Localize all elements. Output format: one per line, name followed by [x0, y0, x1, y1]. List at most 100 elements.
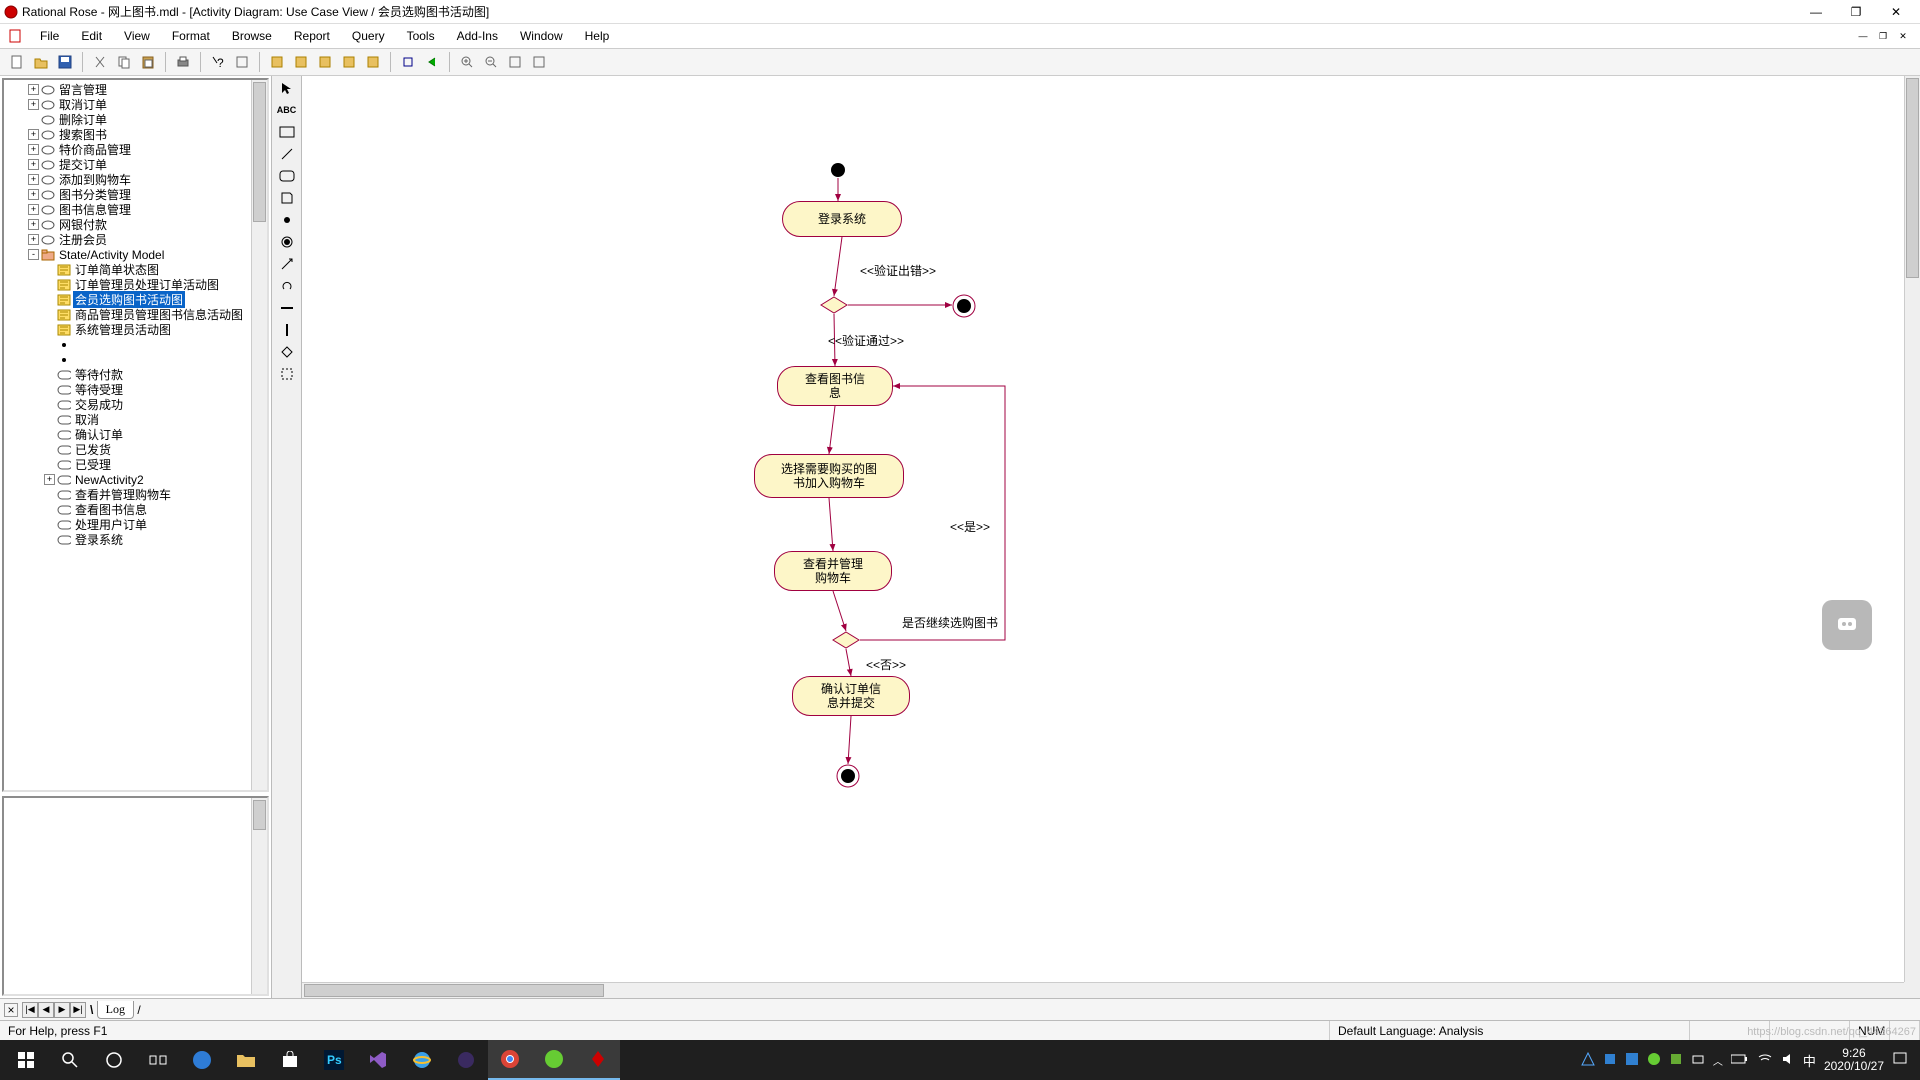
note-tool[interactable] — [275, 188, 299, 208]
log-tab[interactable]: Log — [97, 1001, 134, 1019]
swimlane2-tool[interactable] — [275, 364, 299, 384]
cut-button[interactable] — [89, 51, 111, 73]
tree-expander[interactable]: + — [28, 234, 39, 245]
tree-item[interactable]: 商品管理员管理图书信息活动图 — [4, 307, 251, 322]
store-icon[interactable] — [268, 1040, 312, 1080]
tree-expander[interactable]: + — [44, 474, 55, 485]
tree-item[interactable]: +图书分类管理 — [4, 187, 251, 202]
photoshop-icon[interactable]: Ps — [312, 1040, 356, 1080]
browser-tree[interactable]: +留言管理+取消订单删除订单+搜索图书+特价商品管理+提交订单+添加到购物车+图… — [4, 80, 251, 790]
documentation-text[interactable] — [4, 798, 251, 994]
activity-node[interactable]: 查看图书信息 — [777, 366, 893, 406]
tree-item[interactable]: -State/Activity Model — [4, 247, 251, 262]
line-tool[interactable] — [275, 144, 299, 164]
w2-button[interactable] — [528, 51, 550, 73]
mdi-restore-button[interactable]: ❐ — [1874, 28, 1892, 44]
tree-item[interactable]: +提交订单 — [4, 157, 251, 172]
tray-icon[interactable] — [1647, 1052, 1661, 1069]
maximize-button[interactable]: ❐ — [1836, 0, 1876, 24]
notifications-button[interactable] — [1892, 1051, 1908, 1070]
log-next-button[interactable]: ▶ — [54, 1002, 70, 1018]
menu-file[interactable]: File — [30, 27, 69, 45]
tool-4[interactable] — [338, 51, 360, 73]
tree-expander[interactable]: + — [28, 204, 39, 215]
menu-format[interactable]: Format — [162, 27, 220, 45]
activity-node[interactable]: 确认订单信息并提交 — [792, 676, 910, 716]
menu-edit[interactable]: Edit — [71, 27, 112, 45]
diagram-canvas[interactable]: 登录系统查看图书信息选择需要购买的图书加入购物车查看并管理购物车确认订单信息并提… — [302, 76, 1920, 998]
log-last-button[interactable]: ▶| — [70, 1002, 86, 1018]
tray-chevron-icon[interactable]: ︿ — [1713, 1053, 1723, 1068]
new-button[interactable] — [6, 51, 28, 73]
tree-expander[interactable]: + — [28, 174, 39, 185]
rose-task-icon[interactable] — [576, 1040, 620, 1080]
vs-icon[interactable] — [356, 1040, 400, 1080]
tree-item[interactable]: 查看并管理购物车 — [4, 487, 251, 502]
tree-item[interactable] — [4, 352, 251, 367]
tree-expander[interactable]: + — [28, 159, 39, 170]
vsync-tool[interactable] — [275, 320, 299, 340]
menu-browse[interactable]: Browse — [222, 27, 282, 45]
tree-item[interactable]: +留言管理 — [4, 82, 251, 97]
documentation-pane[interactable] — [2, 796, 269, 996]
edge-icon[interactable] — [180, 1040, 224, 1080]
tree-expander[interactable]: + — [28, 99, 39, 110]
decision-tool[interactable] — [275, 342, 299, 362]
explorer-icon[interactable] — [224, 1040, 268, 1080]
tray-wifi-icon[interactable] — [1757, 1053, 1773, 1068]
print-button[interactable] — [172, 51, 194, 73]
tree-scrollbar[interactable] — [251, 80, 267, 790]
doc-scrollbar[interactable] — [251, 798, 267, 994]
tree-expander[interactable]: + — [28, 129, 39, 140]
tree-item[interactable]: 登录系统 — [4, 532, 251, 547]
copy-button[interactable] — [113, 51, 135, 73]
log-first-button[interactable]: |◀ — [22, 1002, 38, 1018]
self-trans-tool[interactable] — [275, 276, 299, 296]
swimlane-tool[interactable] — [275, 122, 299, 142]
tray-icon[interactable] — [1625, 1052, 1639, 1069]
menu-help[interactable]: Help — [575, 27, 620, 45]
activity-node[interactable]: 选择需要购买的图书加入购物车 — [754, 454, 904, 498]
activity-node[interactable]: 登录系统 — [782, 201, 902, 237]
scrollbar-thumb[interactable] — [1906, 78, 1919, 278]
tree-expander[interactable]: + — [28, 219, 39, 230]
paste-button[interactable] — [137, 51, 159, 73]
zoom-out-button[interactable] — [480, 51, 502, 73]
nav-up-button[interactable] — [397, 51, 419, 73]
tree-item[interactable]: +图书信息管理 — [4, 202, 251, 217]
tree-item[interactable]: 会员选购图书活动图 — [4, 292, 251, 307]
state-tool[interactable] — [275, 166, 299, 186]
tool-5[interactable] — [362, 51, 384, 73]
canvas-h-scrollbar[interactable] — [302, 982, 1904, 998]
menu-view[interactable]: View — [114, 27, 160, 45]
tray-icon[interactable] — [1669, 1052, 1683, 1069]
tree-expander[interactable]: + — [28, 84, 39, 95]
scrollbar-thumb[interactable] — [253, 800, 266, 830]
tray-icon[interactable] — [1581, 1052, 1595, 1069]
log-close-button[interactable]: × — [4, 1003, 18, 1017]
tree-item[interactable]: +NewActivity2 — [4, 472, 251, 487]
tree-item[interactable]: 处理用户订单 — [4, 517, 251, 532]
zoom-in-button[interactable] — [456, 51, 478, 73]
scrollbar-thumb[interactable] — [253, 82, 266, 222]
tree-item[interactable]: +网银付款 — [4, 217, 251, 232]
tree-item[interactable]: +取消订单 — [4, 97, 251, 112]
fit-button[interactable] — [504, 51, 526, 73]
canvas-v-scrollbar[interactable] — [1904, 76, 1920, 982]
tray-battery-icon[interactable] — [1731, 1053, 1749, 1067]
start-tool[interactable] — [275, 210, 299, 230]
tree-expander[interactable]: - — [28, 249, 39, 260]
360-icon[interactable] — [532, 1040, 576, 1080]
scrollbar-thumb[interactable] — [304, 984, 604, 997]
save-button[interactable] — [54, 51, 76, 73]
pointer-tool[interactable] — [275, 78, 299, 98]
menu-addins[interactable]: Add-Ins — [447, 27, 508, 45]
cortana-button[interactable] — [92, 1040, 136, 1080]
menu-tools[interactable]: Tools — [397, 27, 445, 45]
tray-volume-icon[interactable] — [1781, 1052, 1795, 1069]
tree-item[interactable]: 取消 — [4, 412, 251, 427]
tool-3[interactable] — [314, 51, 336, 73]
mdi-min-button[interactable]: — — [1854, 28, 1872, 44]
tree-item[interactable]: 已发货 — [4, 442, 251, 457]
minimize-button[interactable]: — — [1796, 0, 1836, 24]
